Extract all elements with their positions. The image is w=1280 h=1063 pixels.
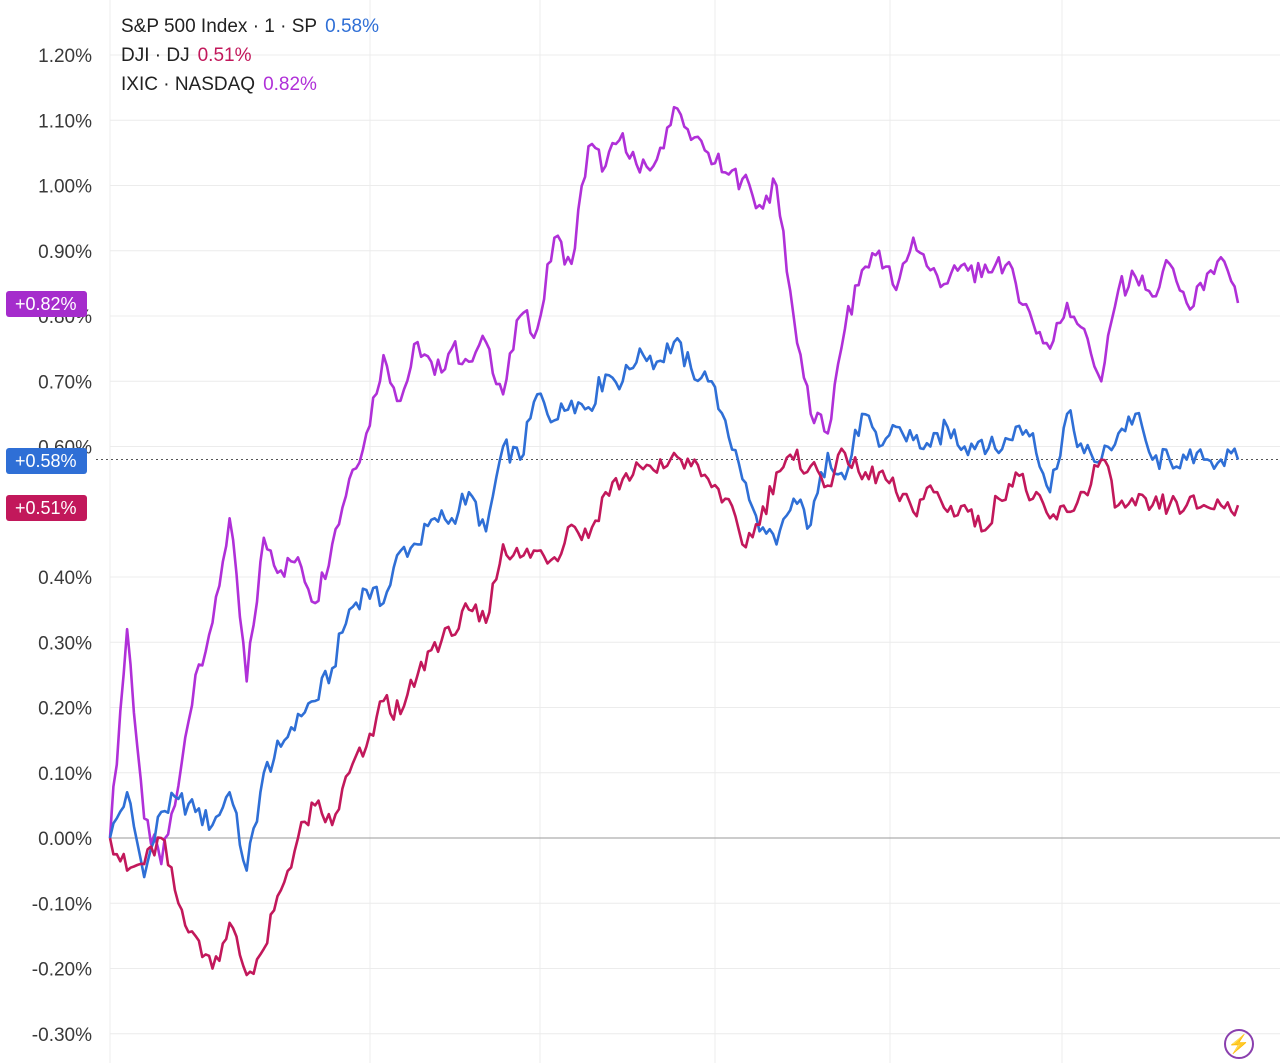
sp-price-badge: +0.58% — [6, 448, 87, 474]
legend-label: IXIC · NASDAQ — [121, 74, 256, 95]
series-line-1[interactable] — [108, 336, 1240, 879]
y-tick-label: 0.30% — [38, 633, 92, 654]
y-tick-label: 1.20% — [38, 46, 92, 67]
legend-value: 0.82% — [263, 74, 317, 95]
nasdaq-price-badge: +0.82% — [6, 291, 87, 317]
y-tick-label: 0.90% — [38, 242, 92, 263]
gridlines — [96, 0, 1280, 1063]
legend-item-nasdaq[interactable]: IXIC · NASDAQ 0.82% — [121, 70, 379, 99]
y-tick-label: 0.70% — [38, 372, 92, 393]
legend-value: 0.51% — [197, 45, 252, 66]
legend-item-sp[interactable]: S&P 500 Index · 1 · SP 0.58% — [121, 12, 379, 41]
series-line-0[interactable] — [108, 105, 1240, 866]
legend-item-dj[interactable]: DJI · DJ 0.51% — [121, 41, 379, 70]
y-tick-label: 0.10% — [38, 764, 92, 785]
lightning-icon[interactable]: ⚡ — [1224, 1029, 1254, 1059]
series-lines[interactable] — [108, 105, 1240, 977]
y-tick-label: 1.10% — [38, 111, 92, 132]
legend-value: 0.58% — [325, 16, 379, 37]
y-tick-label: -0.10% — [32, 894, 92, 915]
legend: S&P 500 Index · 1 · SP 0.58% DJI · DJ 0.51… — [121, 12, 379, 99]
legend-label: DJI · DJ — [121, 45, 190, 66]
series-line-2[interactable] — [108, 447, 1240, 977]
dj-price-badge: +0.51% — [6, 495, 87, 521]
y-tick-label: 0.40% — [38, 568, 92, 589]
y-axis-ticks: 1.20%1.10%1.00%0.90%0.80%0.70%0.60%0.40%… — [32, 46, 92, 1046]
legend-label: S&P 500 Index · 1 · SP — [121, 16, 318, 37]
y-tick-label: -0.30% — [32, 1025, 92, 1046]
y-tick-label: 0.00% — [38, 829, 92, 850]
y-tick-label: 1.00% — [38, 177, 92, 198]
y-tick-label: 0.20% — [38, 699, 92, 720]
y-tick-label: -0.20% — [32, 960, 92, 981]
